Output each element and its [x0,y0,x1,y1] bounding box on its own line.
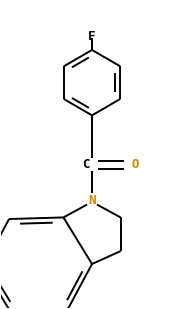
Text: O: O [131,159,139,171]
Text: F: F [88,30,96,43]
Text: N: N [88,194,96,207]
Text: C: C [83,159,90,171]
